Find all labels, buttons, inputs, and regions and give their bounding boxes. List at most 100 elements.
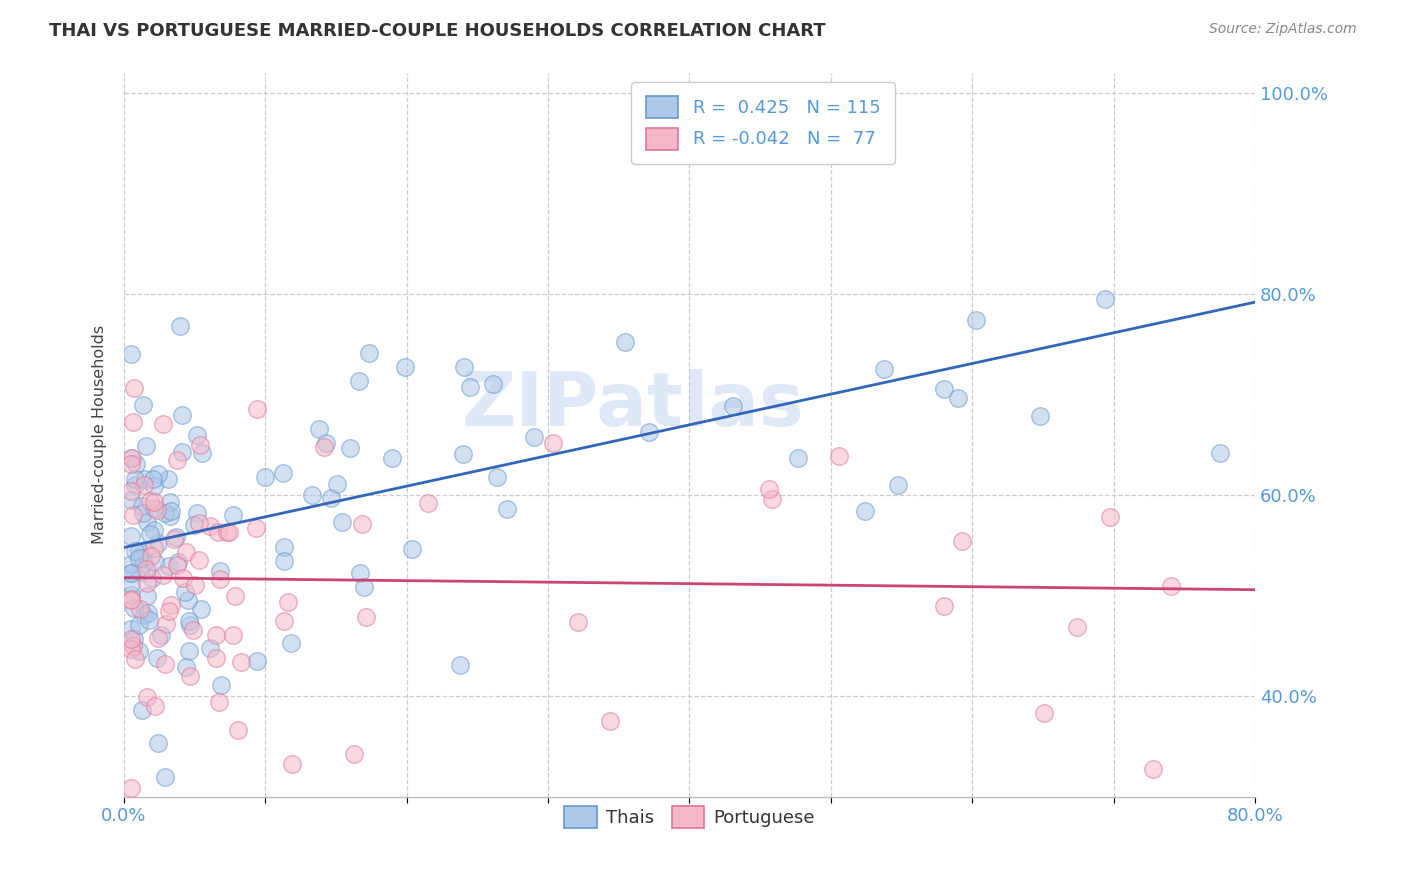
Point: [179, 668, 201, 682]
Point: [159, 508, 181, 523]
Point: [131, 703, 153, 717]
Point: [124, 600, 146, 615]
Point: [122, 381, 145, 395]
Point: [124, 651, 146, 665]
Point: [159, 598, 181, 612]
Point: [1066, 620, 1088, 634]
Point: [165, 530, 187, 544]
Point: [273, 541, 295, 555]
Point: [353, 580, 375, 594]
Point: [523, 430, 546, 444]
Point: [208, 564, 231, 578]
Point: [205, 651, 228, 665]
Point: [273, 554, 295, 568]
Point: [172, 445, 194, 459]
Point: [146, 535, 169, 549]
Point: [496, 502, 519, 516]
Point: [125, 457, 148, 471]
Point: [141, 549, 163, 564]
Point: [120, 492, 142, 507]
Point: [143, 495, 166, 509]
Point: [135, 516, 157, 530]
Point: [128, 566, 150, 580]
Point: [128, 644, 150, 658]
Point: [184, 578, 207, 592]
Point: [152, 567, 174, 582]
Point: [120, 557, 142, 571]
Point: [121, 416, 143, 430]
Point: [132, 477, 155, 491]
Point: [142, 472, 165, 486]
Y-axis label: Married-couple Households: Married-couple Households: [93, 326, 107, 544]
Point: [787, 451, 810, 466]
Point: [146, 736, 169, 750]
Point: [271, 466, 294, 480]
Point: [145, 650, 167, 665]
Point: [273, 614, 295, 628]
Point: [245, 402, 267, 417]
Point: [934, 599, 956, 614]
Point: [245, 520, 267, 534]
Point: [120, 622, 142, 636]
Point: [177, 593, 200, 607]
Point: [190, 446, 212, 460]
Point: [761, 491, 783, 506]
Point: [853, 504, 876, 518]
Point: [1098, 509, 1121, 524]
Point: [946, 391, 969, 405]
Point: [229, 655, 252, 669]
Point: [131, 506, 153, 520]
Point: [132, 556, 155, 570]
Point: [179, 614, 201, 628]
Point: [183, 624, 205, 638]
Point: [157, 472, 180, 486]
Point: [155, 657, 177, 671]
Point: [159, 494, 181, 508]
Point: [170, 409, 193, 423]
Point: [120, 484, 142, 499]
Point: [120, 566, 142, 581]
Point: [128, 617, 150, 632]
Point: [343, 747, 366, 762]
Point: [254, 470, 277, 484]
Point: [124, 478, 146, 492]
Point: [141, 571, 163, 585]
Point: [481, 376, 503, 391]
Point: [449, 657, 471, 672]
Point: [134, 543, 156, 558]
Point: [486, 470, 509, 484]
Point: [120, 529, 142, 543]
Point: [120, 642, 142, 657]
Point: [1094, 292, 1116, 306]
Point: [965, 313, 987, 327]
Point: [134, 472, 156, 486]
Point: [150, 628, 173, 642]
Point: [120, 632, 142, 646]
Point: [418, 496, 440, 510]
Point: [828, 449, 851, 463]
Point: [1142, 762, 1164, 776]
Point: [157, 558, 180, 573]
Point: [198, 519, 221, 533]
Text: THAI VS PORTUGUESE MARRIED-COUPLE HOUSEHOLDS CORRELATION CHART: THAI VS PORTUGUESE MARRIED-COUPLE HOUSEH…: [49, 22, 825, 40]
Point: [312, 440, 335, 454]
Point: [132, 398, 155, 412]
Point: [120, 566, 142, 580]
Point: [541, 435, 564, 450]
Point: [121, 450, 143, 465]
Point: [359, 346, 381, 360]
Point: [166, 555, 188, 569]
Text: ZIPatlas: ZIPatlas: [461, 369, 804, 442]
Point: [153, 770, 176, 784]
Point: [183, 518, 205, 533]
Point: [932, 383, 955, 397]
Point: [146, 467, 169, 481]
Point: [179, 618, 201, 632]
Point: [401, 541, 423, 556]
Point: [143, 699, 166, 714]
Point: [613, 334, 636, 349]
Point: [277, 594, 299, 608]
Point: [1160, 579, 1182, 593]
Point: [1029, 409, 1052, 424]
Point: [224, 589, 246, 603]
